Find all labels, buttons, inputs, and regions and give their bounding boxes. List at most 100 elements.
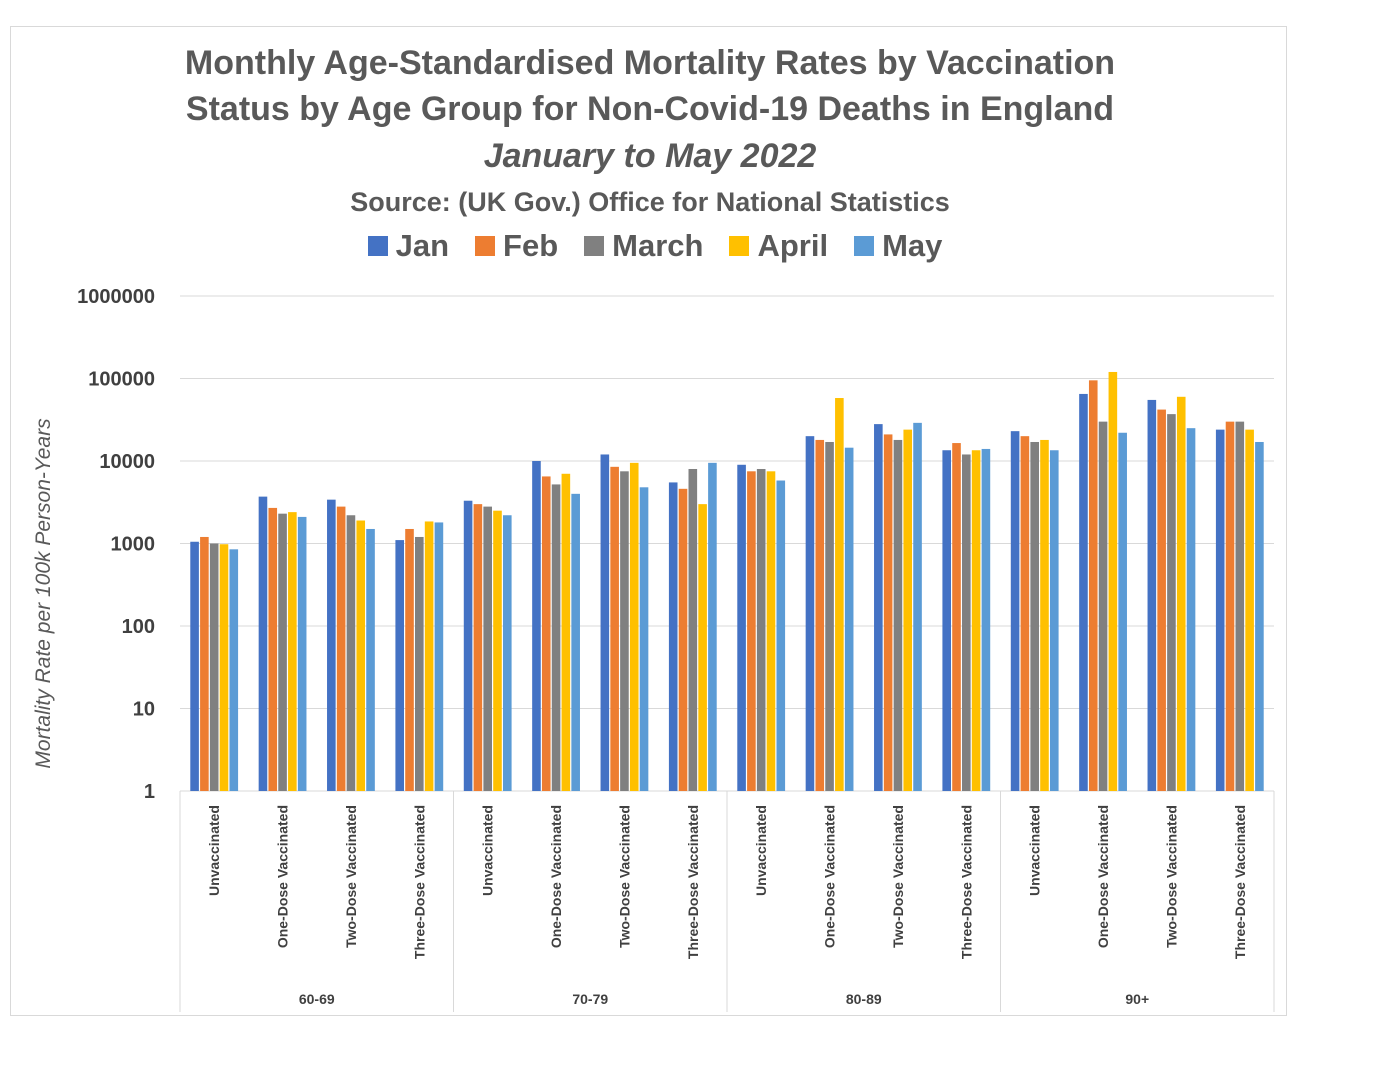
- bar-jan: [668, 482, 678, 791]
- x-group-label: 60-69: [299, 991, 335, 1007]
- bar-jan: [1010, 431, 1020, 791]
- bar-feb: [1225, 421, 1235, 791]
- y-tick-label: 100: [122, 616, 155, 638]
- legend-label-april: April: [757, 228, 829, 263]
- bar-may: [639, 487, 649, 791]
- legend-swatch-jan: [367, 236, 388, 256]
- bar-may: [366, 528, 375, 791]
- bar-may: [502, 515, 512, 791]
- legend-label-march: March: [612, 228, 704, 263]
- bar-april: [356, 520, 366, 791]
- page-footer-strip: [0, 1036, 1390, 1068]
- bar-jan: [600, 454, 610, 791]
- y-axis-label: Mortality Rate per 100k Person-Years: [32, 418, 55, 769]
- y-tick-label: 1: [144, 781, 155, 803]
- chart-legend: Jan Feb March April May: [0, 228, 1310, 264]
- bar-jan: [1079, 393, 1088, 791]
- y-tick-label: 10000: [99, 451, 155, 473]
- chart-title: Monthly Age-Standardised Mortality Rates…: [184, 44, 1116, 82]
- bar-feb: [541, 476, 551, 791]
- bar-feb: [1020, 436, 1030, 791]
- bar-jan: [737, 464, 746, 791]
- bar-may: [1255, 441, 1264, 791]
- bar-may: [981, 448, 991, 791]
- bar-march: [620, 471, 629, 791]
- bar-march: [688, 468, 698, 791]
- x-category-label: Unvaccinated: [480, 805, 496, 896]
- legend-label-may: May: [882, 228, 943, 263]
- bar-feb: [610, 466, 619, 791]
- bar-march: [1030, 441, 1039, 791]
- bar-feb: [815, 439, 825, 791]
- bar-feb: [1088, 380, 1098, 791]
- y-tick-label: 1000000: [77, 286, 155, 308]
- chart-source: Source: (UK Gov.) Office for National St…: [350, 187, 950, 217]
- legend-item-jan: Jan: [367, 228, 449, 264]
- x-category-label: One-Dose Vaccinated: [1095, 805, 1111, 948]
- bar-jan: [1215, 429, 1225, 791]
- bar-march: [209, 543, 219, 791]
- legend-swatch-april: [729, 236, 750, 256]
- x-category-label: Unvaccinated: [206, 805, 222, 896]
- bar-feb: [473, 504, 483, 791]
- bar-march: [1167, 414, 1176, 791]
- bar-april: [971, 450, 981, 791]
- x-category-label: One-Dose Vaccinated: [822, 805, 838, 948]
- y-tick-label: 100000: [88, 369, 155, 391]
- x-category-label: Unvaccinated: [753, 805, 769, 896]
- x-category-label: Two-Dose Vaccinated: [343, 805, 359, 948]
- bar-march: [415, 536, 424, 791]
- bar-jan: [805, 436, 815, 791]
- bar-may: [434, 522, 444, 791]
- bar-april: [629, 462, 639, 791]
- bar-march: [962, 454, 971, 791]
- y-tick-label: 1000: [111, 534, 156, 556]
- bar-jan: [532, 461, 541, 791]
- bar-march: [346, 515, 356, 791]
- bar-feb: [1157, 409, 1166, 791]
- bar-april: [493, 510, 502, 791]
- bar-april: [1245, 429, 1254, 791]
- bar-feb: [883, 434, 893, 791]
- bar-jan: [327, 499, 336, 791]
- bar-april: [1176, 396, 1186, 791]
- bar-may: [571, 493, 580, 791]
- chart-subtitle: January to May 2022: [483, 137, 817, 175]
- x-category-label: Two-Dose Vaccinated: [616, 805, 632, 948]
- legend-swatch-march: [584, 236, 605, 256]
- bar-april: [561, 473, 571, 791]
- bar-may: [229, 549, 239, 791]
- bar-april: [835, 398, 844, 791]
- bar-jan: [395, 540, 405, 791]
- x-category-label: Three-Dose Vaccinated: [685, 805, 701, 959]
- legend-item-may: May: [854, 228, 942, 264]
- bar-may: [1049, 450, 1059, 791]
- chart-titles: Monthly Age-Standardised Mortality Rates…: [0, 40, 1300, 224]
- bar-march: [551, 484, 561, 791]
- legend-label-feb: Feb: [503, 228, 559, 263]
- bar-jan: [942, 450, 952, 791]
- bar-feb: [200, 536, 209, 791]
- bar-feb: [747, 471, 756, 791]
- bar-jan: [190, 541, 199, 791]
- bar-may: [1118, 432, 1127, 791]
- x-group-label: 90+: [1125, 991, 1149, 1007]
- bar-jan: [463, 500, 473, 791]
- bar-april: [219, 544, 229, 791]
- bar-may: [844, 447, 854, 791]
- y-tick-label: 10: [133, 699, 155, 721]
- bar-march: [756, 468, 766, 791]
- x-category-label: Three-Dose Vaccinated: [411, 805, 427, 959]
- bar-jan: [874, 424, 883, 791]
- bar-may: [913, 422, 922, 791]
- bar-may: [708, 462, 717, 791]
- legend-item-march: March: [584, 228, 703, 264]
- x-group-label: 70-79: [572, 991, 608, 1007]
- bar-march: [1098, 421, 1108, 791]
- x-category-label: Three-Dose Vaccinated: [1232, 805, 1248, 959]
- x-category-label: One-Dose Vaccinated: [275, 805, 291, 948]
- bar-may: [776, 480, 786, 791]
- legend-swatch-feb: [475, 236, 496, 256]
- x-group-label: 80-89: [846, 991, 882, 1007]
